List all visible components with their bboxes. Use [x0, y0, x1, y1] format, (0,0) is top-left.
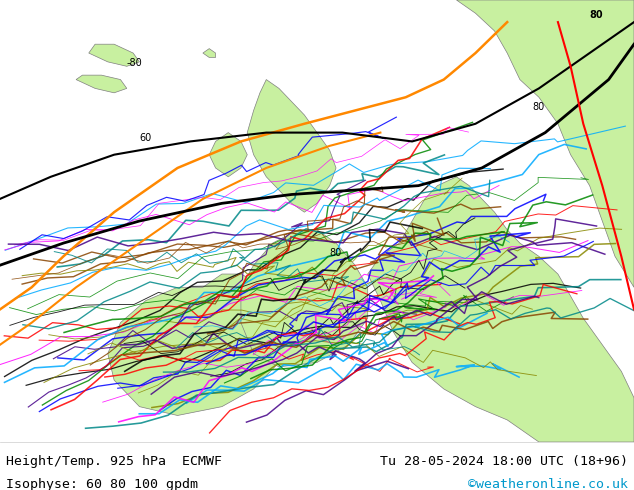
- Polygon shape: [368, 177, 634, 442]
- Polygon shape: [456, 0, 634, 287]
- Text: -80: -80: [127, 58, 143, 68]
- Text: Tu 28-05-2024 18:00 UTC (18+96): Tu 28-05-2024 18:00 UTC (18+96): [380, 455, 628, 468]
- Text: 80: 80: [330, 248, 342, 258]
- Text: Isophyse: 60 80 100 gpdm: Isophyse: 60 80 100 gpdm: [6, 478, 198, 490]
- Polygon shape: [203, 49, 216, 57]
- Text: 60: 60: [139, 133, 152, 144]
- Polygon shape: [108, 274, 292, 416]
- Polygon shape: [76, 75, 127, 93]
- Polygon shape: [247, 79, 336, 212]
- Text: 80: 80: [533, 102, 545, 113]
- Polygon shape: [241, 230, 368, 367]
- Polygon shape: [89, 44, 139, 66]
- Polygon shape: [209, 133, 247, 177]
- Text: Height/Temp. 925 hPa  ECMWF: Height/Temp. 925 hPa ECMWF: [6, 455, 223, 468]
- Text: ©weatheronline.co.uk: ©weatheronline.co.uk: [468, 478, 628, 490]
- Text: 80: 80: [590, 10, 603, 20]
